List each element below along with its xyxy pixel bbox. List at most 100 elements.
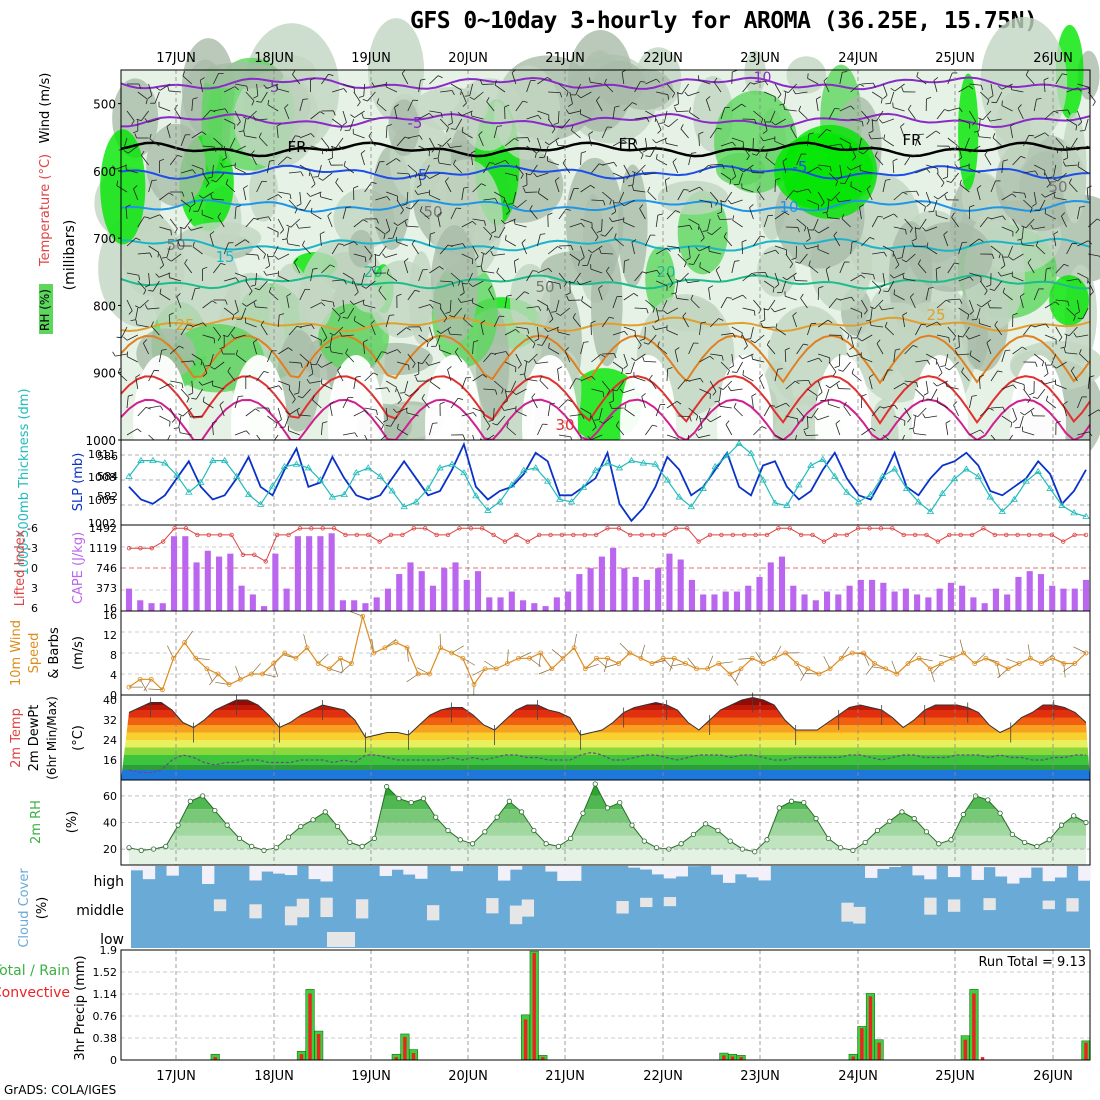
wind-barb-flag [161, 348, 167, 351]
wind-barb [1077, 110, 1083, 123]
rh2m-point [1058, 822, 1065, 828]
wind-barb [354, 110, 365, 118]
wind-barb [1066, 307, 1076, 317]
wind-barb-flag [497, 125, 503, 127]
y-tick-label: 0 [110, 1054, 117, 1067]
wind-barb [276, 126, 279, 139]
wind-barb [450, 110, 453, 123]
wind-barb [699, 323, 702, 336]
precip-frame [120, 949, 1091, 1061]
wind-barb [925, 380, 929, 393]
wind-barb-flag [286, 224, 292, 228]
wind-barb [958, 242, 963, 255]
wind-barb [1077, 166, 1089, 174]
wind-barb-flag [690, 294, 694, 300]
wind-barb [1023, 325, 1032, 336]
ylabel-minmax: (6hr Min/Max) [45, 696, 59, 780]
wind-barb-flag [605, 266, 610, 272]
wind-barb-flag [457, 397, 463, 400]
wind-barb [1055, 73, 1063, 85]
wind-barb [396, 388, 402, 401]
wind-barb [403, 261, 409, 274]
wind-barb [918, 263, 927, 274]
cloud-gap-high [924, 866, 937, 880]
wind-barb [397, 218, 409, 226]
wind-barb-flag [330, 264, 335, 268]
wind-barb [227, 371, 236, 382]
wind-barb [1060, 216, 1067, 228]
lifted-index-point [423, 526, 428, 531]
wind-barb-flag [333, 110, 336, 116]
wind-barb [677, 379, 686, 390]
wind-barb [1082, 307, 1089, 319]
wind-speed-point [760, 661, 766, 666]
wind-barb-flag [414, 373, 419, 377]
wind-barb [526, 270, 533, 282]
wind-barb [807, 199, 819, 206]
wind-barb [558, 83, 569, 93]
wind-barb [255, 118, 268, 121]
wind-barb [374, 83, 387, 87]
wind-barb [828, 108, 835, 120]
wind-barb [666, 245, 679, 249]
wind-barb-flag [250, 150, 255, 155]
precip-panel [121, 950, 1091, 1061]
wind-barb-flag [536, 149, 542, 153]
wind-barb-flag [808, 132, 814, 135]
wind-barb [720, 332, 733, 336]
wind-speed-point [961, 650, 966, 656]
wind-barb [623, 326, 636, 332]
wind-barb [731, 261, 735, 274]
wind-barb-flag [680, 124, 684, 129]
wind-barb [418, 269, 424, 282]
wind-barb [148, 272, 151, 285]
wind-barb-flag [288, 347, 293, 351]
y-tick-label: 4 [110, 669, 117, 682]
wind-barb [679, 272, 689, 282]
cloud-gap-high [166, 866, 179, 876]
wind-barb-flag [1063, 347, 1066, 353]
wind-barb-flag [1020, 293, 1025, 297]
wind-barb [203, 191, 214, 199]
wind-barb [429, 299, 441, 305]
wind-barb-flag [807, 188, 812, 194]
wind-barb [385, 253, 398, 258]
wind-barb-flag [202, 372, 208, 377]
x-tick-label-bottom: 20JUN [448, 1069, 488, 1084]
wind-barb [375, 161, 380, 174]
wind-barb [141, 110, 149, 121]
x-tick-label-bottom: 19JUN [351, 1069, 391, 1084]
wind-barb-flag [1001, 100, 1003, 106]
wind-barb [569, 222, 582, 228]
wind-barb [331, 118, 343, 127]
wind-barb-flag [522, 184, 528, 188]
wind-barb [1027, 262, 1035, 274]
wind-barb-flag [926, 242, 929, 248]
x-tick-label-bottom: 23JUN [740, 1069, 780, 1084]
wind-barb [763, 280, 775, 289]
wind-barb-flag [657, 341, 660, 347]
wind-speed-point [382, 645, 388, 651]
thickness-point [651, 460, 660, 467]
wind-barb-flag [991, 101, 997, 104]
wind-barb-flag [871, 119, 877, 122]
wind-barb [396, 361, 409, 366]
y-tick-label: low [100, 932, 124, 948]
wind-barb [439, 244, 449, 255]
wind-barb-flag [645, 155, 651, 157]
cloud-gap-high [1078, 866, 1091, 881]
wind-barb [648, 334, 657, 345]
wind-barb-flag [242, 303, 247, 307]
wind-barb [817, 415, 830, 421]
wind-barb [655, 326, 668, 331]
wind-speed-point [616, 661, 622, 666]
cape-bar [238, 585, 245, 611]
wind-barb [621, 72, 625, 85]
wind-barb [256, 245, 266, 255]
cloud-gap-middle [296, 898, 310, 918]
y-tick-label: 60 [103, 790, 117, 803]
wind-barb [765, 157, 776, 166]
wind-barb [904, 218, 913, 229]
wind-barb [1057, 172, 1067, 182]
